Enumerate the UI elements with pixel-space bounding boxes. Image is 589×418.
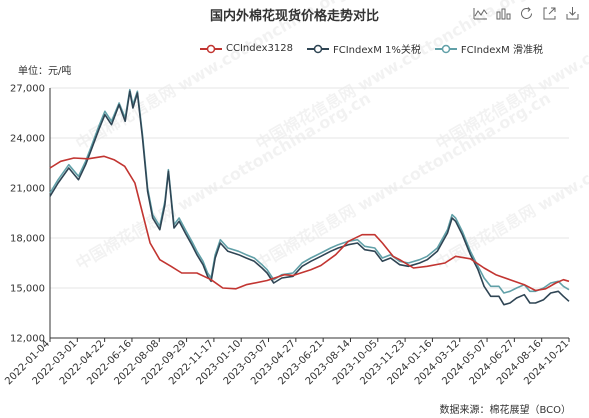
legend-marker: [434, 44, 457, 53]
line-chart-icon[interactable]: [472, 5, 489, 22]
series-line-0: [49, 155, 570, 292]
chart-legend: CCIndex3128 FCIndexM 1%关税 FCIndexM 滑准税: [200, 41, 543, 56]
legend-marker: [200, 44, 222, 53]
legend-item-fcindex-sliding[interactable]: FCIndexM 滑准税: [434, 41, 543, 56]
bar-chart-icon[interactable]: [495, 5, 512, 22]
save-image-icon[interactable]: [564, 5, 581, 22]
y-tick-label: 18,000: [10, 234, 45, 245]
y-tick-label: 27,000: [10, 84, 45, 95]
y-tick-label: 24,000: [10, 134, 45, 145]
legend-item-ccindex[interactable]: CCIndex3128: [200, 41, 293, 56]
legend-label: FCIndexM 1%关税: [332, 45, 421, 56]
legend-marker: [306, 44, 329, 53]
chart-toolbar: [472, 5, 581, 22]
chart-title: 国内外棉花现货价格走势对比: [209, 9, 379, 24]
y-tick-label: 21,000: [10, 184, 45, 195]
y-tick-label: 15,000: [10, 284, 45, 295]
y-tick-label: 12,000: [10, 334, 45, 345]
restore-icon[interactable]: [518, 5, 535, 22]
y-axis-unit: 单位：元/吨: [18, 66, 72, 77]
series-line-1: [49, 90, 570, 306]
data-source: 数据来源：棉花展望（BCO）: [439, 405, 571, 416]
legend-label: CCIndex3128: [226, 43, 293, 54]
legend-item-fcindex-1pct[interactable]: FCIndexM 1%关税: [306, 41, 421, 56]
data-view-icon[interactable]: [541, 5, 558, 22]
legend-label: FCIndexM 滑准税: [460, 45, 543, 56]
